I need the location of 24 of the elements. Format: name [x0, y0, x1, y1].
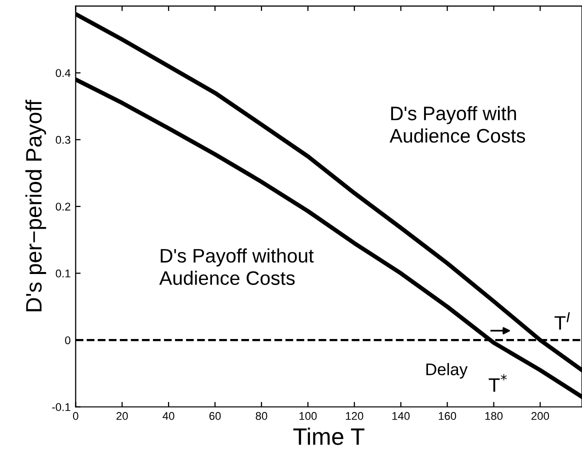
y-tick-label: 0.3	[56, 136, 70, 144]
y-tick-label: 0.2	[56, 202, 70, 211]
annotation: Delay	[426, 363, 468, 379]
annotation: T$^{I}$	[554, 312, 570, 330]
x-tick-label: 40	[162, 412, 174, 420]
y-tick-label: 0	[65, 336, 70, 344]
x-tick-label: 20	[116, 412, 128, 420]
y-tick-label: 0.1	[56, 270, 70, 278]
x-tick-label: 200	[531, 412, 550, 420]
x-tick-label: 180	[485, 412, 503, 420]
annotation: T$^{*}$	[488, 374, 507, 392]
y-tick-label: 0.4	[56, 69, 70, 77]
x-tick-label: 120	[346, 412, 364, 420]
x-tick-label: 60	[209, 412, 221, 420]
x-tick-label: 140	[392, 412, 410, 420]
y-tick-label: -0.1	[52, 403, 70, 412]
x-tick-label: 160	[438, 412, 456, 420]
x-axis-title: Time T	[293, 428, 364, 445]
x-tick-label: 80	[256, 412, 268, 420]
x-tick-label: 0	[73, 412, 78, 420]
annotation: D's Payoff without Audience Costs	[159, 248, 314, 285]
y-axis-title: D's per−period Payoff	[25, 100, 46, 312]
annotation: D's Payoff with Audience Costs	[390, 106, 526, 143]
x-tick-label: 100	[300, 412, 317, 420]
